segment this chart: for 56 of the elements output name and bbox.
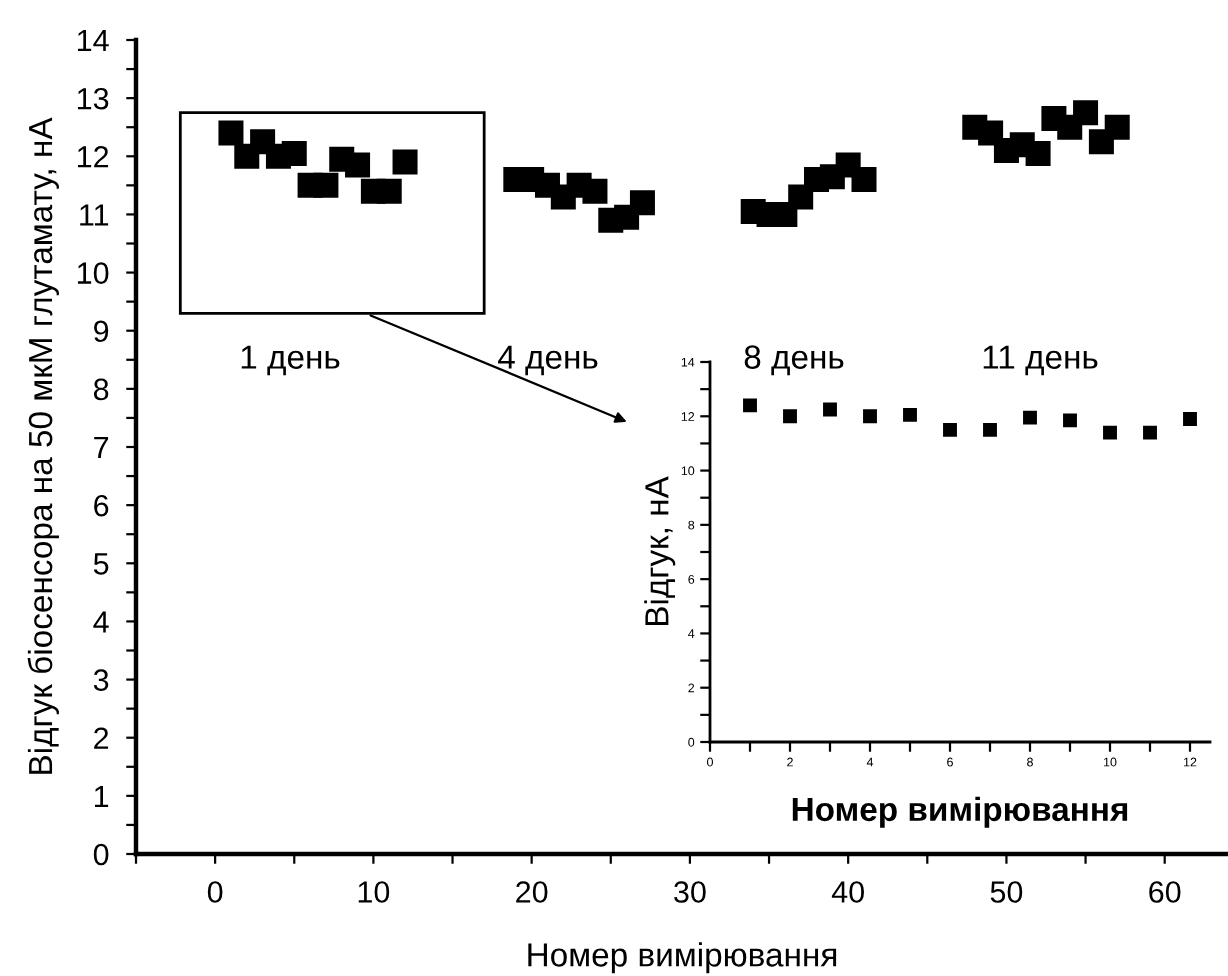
y-tick-label: 3 [93, 669, 109, 691]
x-tick-label: 10 [358, 881, 390, 903]
y-tick-label: 9 [94, 320, 109, 343]
point [1023, 410, 1037, 425]
x-tick-label: 30 [674, 881, 706, 903]
point [281, 140, 307, 166]
x-tick-label: 20 [516, 881, 548, 903]
point [1104, 114, 1130, 140]
y-tick-label: 6 [94, 494, 109, 517]
point [783, 409, 797, 424]
point [1063, 413, 1077, 428]
y-tick-label: 10 [77, 262, 109, 284]
x-tick-label: 0 [207, 881, 223, 903]
point [313, 172, 339, 198]
point [1183, 412, 1197, 426]
y-tick-label: 14 [77, 30, 109, 52]
point [823, 402, 837, 417]
y-tick-label: 8 [93, 378, 109, 401]
point [376, 178, 402, 204]
y-tick-label: 13 [77, 87, 109, 110]
point [629, 190, 655, 216]
y-tick-label: 2 [94, 727, 109, 749]
annotation: 11 день [983, 345, 1098, 376]
y-tick-label: 1 [94, 785, 109, 807]
point [851, 167, 877, 193]
point [788, 184, 814, 210]
y-tick-label: 5 [93, 553, 109, 575]
x-tick-label: 50 [990, 881, 1023, 903]
point [1143, 425, 1157, 440]
annotation: 4 день [497, 345, 598, 376]
x-axis-title: Номер вимірювання [528, 942, 837, 974]
y-tick-label: 11 [80, 204, 109, 226]
point [943, 422, 957, 437]
point [582, 178, 608, 204]
point [1103, 425, 1117, 440]
point [983, 422, 997, 437]
y-tick-label: 7 [94, 437, 109, 459]
point [1073, 100, 1099, 126]
point [863, 409, 877, 424]
x-tick-label: 60 [1149, 881, 1181, 903]
annotation: 1 день [241, 345, 340, 376]
point [1025, 140, 1051, 166]
point [978, 120, 1004, 146]
point [345, 152, 371, 178]
point [218, 120, 244, 146]
point [392, 149, 418, 175]
annotation: 8 день [744, 345, 844, 376]
x-axis-title: Номер вимірювання [792, 796, 1128, 828]
point [743, 398, 757, 413]
y-tick-label: 12 [77, 146, 109, 168]
y-tick-label: 4 [93, 611, 109, 633]
y-tick-label: 0 [93, 843, 109, 866]
point [903, 407, 917, 422]
x-tick-label: 40 [831, 881, 864, 903]
y-axis-title: Відгук біосенсора на 50 мкМ глутамату, нА [27, 117, 59, 774]
y-axis-title: Відгук, нА [644, 476, 676, 626]
